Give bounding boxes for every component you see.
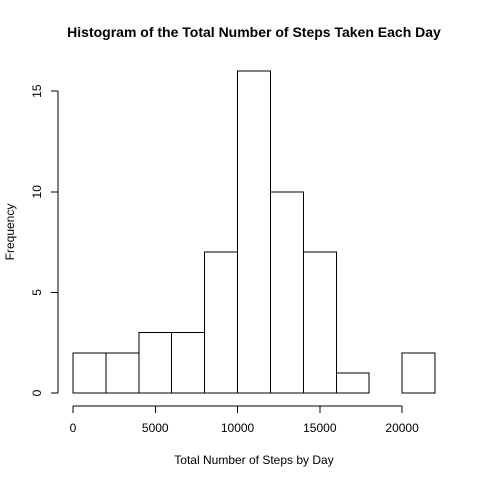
histogram-bar-4	[204, 251, 239, 394]
histogram-bar-0	[72, 352, 107, 394]
y-tick-label: 10	[30, 185, 44, 199]
histogram-bar-6	[269, 191, 304, 394]
y-tick-label: 5	[30, 289, 44, 296]
histogram-bars	[72, 70, 436, 394]
histogram-bar-3	[171, 332, 206, 394]
chart-title: Histogram of the Total Number of Steps T…	[67, 24, 441, 40]
histogram-bar-7	[302, 251, 337, 394]
histogram-bar-10	[401, 352, 436, 394]
x-tick-label: 20000	[385, 421, 419, 435]
x-tick-label: 0	[70, 421, 77, 435]
x-axis-label: Total Number of Steps by Day	[174, 453, 333, 467]
y-tick-label: 0	[30, 389, 44, 396]
histogram-bar-1	[105, 352, 140, 394]
x-tick-label: 15000	[303, 421, 337, 435]
y-axis: 0 5 10 15	[30, 84, 59, 396]
x-tick-label: 10000	[221, 421, 255, 435]
histogram-bar-2	[138, 332, 173, 394]
y-axis-label: Frequency	[3, 204, 17, 261]
histogram-bar-8	[335, 372, 370, 394]
y-tick-label: 15	[30, 84, 44, 98]
x-axis: 0 5000 10000 15000 20000	[70, 405, 419, 435]
histogram-bar-5	[237, 70, 271, 394]
x-tick-label: 5000	[142, 421, 169, 435]
